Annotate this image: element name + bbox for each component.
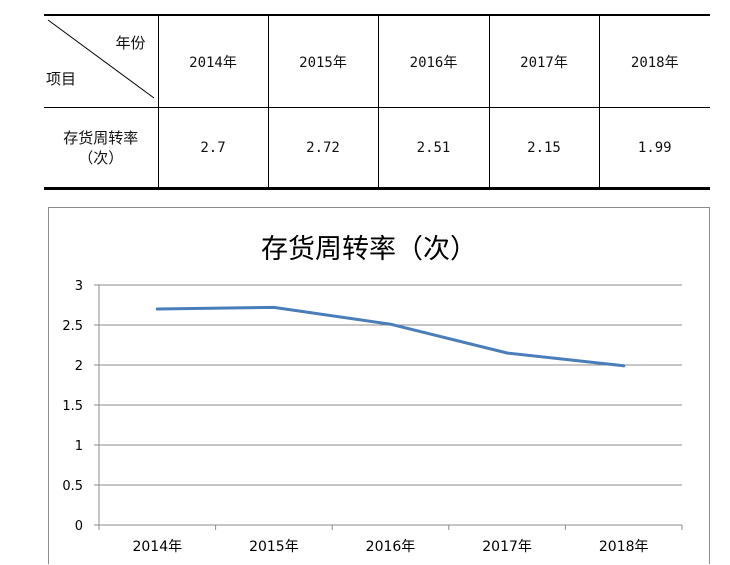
y-tick-label: 3 <box>75 279 83 294</box>
data-point <box>505 351 509 355</box>
x-tick-label: 2017年 <box>482 539 532 555</box>
value-cell-2018: 1.99 <box>598 107 710 190</box>
diagonal-header-cell: 年份 项目 <box>44 14 159 108</box>
y-tick-label: 1 <box>75 439 83 454</box>
chart-title: 存货周转率（次） <box>261 234 477 265</box>
x-tick-label: 2016年 <box>366 539 416 555</box>
series-line <box>155 305 626 368</box>
data-point <box>389 322 392 326</box>
column-header-label: 年份 <box>115 34 146 52</box>
value-cell-2016: 2.51 <box>377 107 490 190</box>
value-cell-2017: 2.15 <box>488 107 600 190</box>
diagonal-line <box>47 19 155 99</box>
y-tick-label: 2.5 <box>62 319 83 334</box>
row-label-cell: 存货周转率 （次） <box>44 107 159 190</box>
row-label-line2: （次） <box>78 148 124 167</box>
x-tick-label: 2015年 <box>249 539 299 555</box>
table-header-row: 年份 项目 2014年 2015年 2016年 2017年 2018年 <box>44 14 710 108</box>
value-cell-2015: 2.72 <box>267 107 379 190</box>
data-point <box>155 307 159 311</box>
y-tick-label: 1.5 <box>62 399 83 414</box>
y-tick-label: 0 <box>75 519 83 534</box>
row-header-label: 项目 <box>46 70 77 88</box>
year-header-2016: 2016年 <box>377 14 490 108</box>
y-tick-label: 2 <box>75 359 83 374</box>
chart-area: 存货周转率（次） 0 0.5 1 1.5 2 2.5 3 2014年 2015年 2016年 201… <box>48 207 710 564</box>
row-label-line1: 存货周转率 <box>63 128 139 147</box>
y-tick-label: 0.5 <box>62 479 83 494</box>
year-header-2018: 2018年 <box>598 14 710 108</box>
line-chart: 存货周转率（次） 0 0.5 1 1.5 2 2.5 3 2014年 2015年 2016年 201… <box>62 234 683 555</box>
data-point <box>272 305 276 309</box>
data-table: 年份 项目 2014年 2015年 2016年 2017年 2018年 存货周转… <box>44 14 710 190</box>
x-tick-label: 2014年 <box>132 539 182 555</box>
table-row: 存货周转率 （次） 2.7 2.72 2.51 2.15 1.99 <box>44 107 710 190</box>
x-tick-label: 2018年 <box>599 539 649 555</box>
value-cell-2014: 2.7 <box>157 107 269 190</box>
data-point <box>622 364 626 368</box>
year-header-2014: 2014年 <box>157 14 269 108</box>
year-header-2015: 2015年 <box>267 14 379 108</box>
year-header-2017: 2017年 <box>488 14 600 108</box>
